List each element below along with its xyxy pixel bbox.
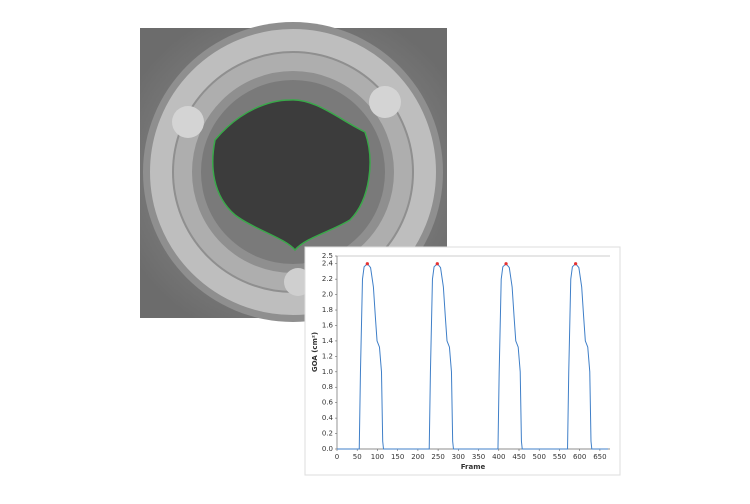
y-tick-label: 0.6 — [322, 399, 334, 407]
y-tick-label: 0.0 — [322, 445, 333, 453]
x-axis-label: Frame — [461, 463, 486, 471]
peak-marker — [504, 262, 508, 266]
x-tick-label: 200 — [411, 453, 424, 461]
x-tick-label: 50 — [353, 453, 362, 461]
y-tick-label: 0.2 — [322, 430, 333, 438]
y-tick-label: 2.2 — [322, 275, 333, 283]
x-tick-label: 450 — [512, 453, 525, 461]
y-tick-label: 1.2 — [322, 352, 333, 360]
y-tick-label: 2.0 — [322, 291, 333, 299]
chart: GOA (cm²) Frame 0.0 0.2 0.4 0.6 0.8 1.0 1.2 1.4… — [311, 252, 610, 471]
peak-marker — [435, 262, 439, 266]
x-tick-label: 500 — [533, 453, 546, 461]
x-tick-label: 250 — [431, 453, 444, 461]
chart-panel — [304, 246, 621, 476]
x-tick-label: 650 — [593, 453, 606, 461]
y-tick-label: 0.4 — [322, 414, 334, 422]
x-tick-label: 400 — [492, 453, 505, 461]
x-tick-label: 100 — [371, 453, 384, 461]
y-tick-label: 1.6 — [322, 321, 334, 329]
x-tick-label: 550 — [553, 453, 566, 461]
y-tick-label: 0.8 — [322, 383, 333, 391]
x-tick-label: 0 — [335, 453, 339, 461]
y-tick-label: 2.5 — [322, 252, 333, 260]
y-tick-label: 1.0 — [322, 368, 333, 376]
x-tick-label: 350 — [472, 453, 485, 461]
peak-marker — [574, 262, 578, 266]
y-tick-label: 1.4 — [322, 337, 334, 345]
x-tick-label: 300 — [452, 453, 465, 461]
x-tick-label: 600 — [573, 453, 586, 461]
peak-marker — [365, 262, 369, 266]
y-axis-label: GOA (cm²) — [311, 332, 319, 372]
y-tick-label: 2.4 — [322, 260, 334, 268]
x-tick-label: 150 — [391, 453, 404, 461]
y-tick-label: 1.8 — [322, 306, 333, 314]
